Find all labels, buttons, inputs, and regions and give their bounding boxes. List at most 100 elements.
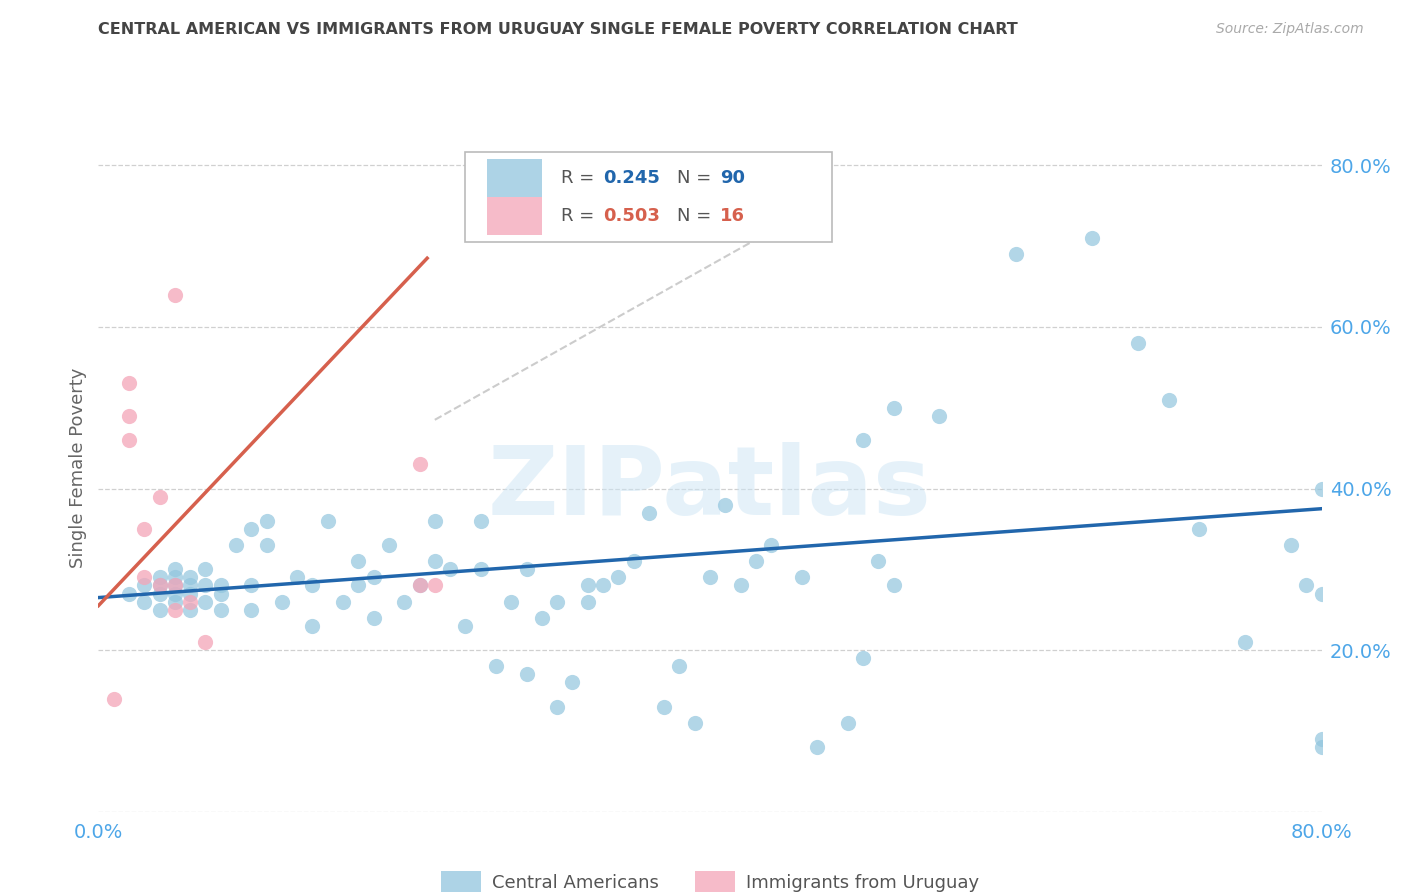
Point: [546, 699, 568, 714]
Point: [546, 594, 568, 608]
Point: [408, 578, 430, 592]
Point: [149, 603, 172, 617]
Point: [561, 675, 583, 690]
Point: [485, 659, 508, 673]
Point: [852, 651, 875, 665]
Point: [592, 578, 614, 592]
Point: [637, 506, 661, 520]
Text: R =: R =: [561, 169, 600, 186]
Point: [607, 570, 630, 584]
Point: [149, 490, 172, 504]
Point: [149, 578, 172, 592]
Point: [668, 659, 690, 673]
Point: [530, 611, 553, 625]
Point: [163, 578, 186, 592]
Point: [1310, 586, 1333, 600]
Point: [163, 570, 186, 584]
Point: [225, 538, 247, 552]
Point: [347, 578, 370, 592]
Point: [163, 578, 186, 592]
Bar: [488, 197, 543, 235]
Point: [408, 457, 430, 471]
Point: [256, 514, 278, 528]
Text: 0.245: 0.245: [603, 169, 661, 186]
Text: CENTRAL AMERICAN VS IMMIGRANTS FROM URUGUAY SINGLE FEMALE POVERTY CORRELATION CH: CENTRAL AMERICAN VS IMMIGRANTS FROM URUG…: [98, 22, 1018, 37]
Point: [576, 578, 599, 592]
Point: [1081, 231, 1104, 245]
Point: [301, 578, 323, 592]
Point: [179, 594, 201, 608]
Point: [423, 578, 446, 592]
Point: [1279, 538, 1302, 552]
Point: [270, 594, 292, 608]
Point: [347, 554, 370, 568]
Y-axis label: Single Female Poverty: Single Female Poverty: [69, 368, 87, 568]
Point: [1157, 392, 1180, 407]
Point: [285, 570, 308, 584]
Point: [1004, 247, 1026, 261]
Point: [576, 594, 599, 608]
Point: [1188, 522, 1211, 536]
Point: [392, 594, 416, 608]
Point: [179, 586, 201, 600]
Point: [454, 619, 477, 633]
Text: 16: 16: [720, 207, 745, 225]
Point: [256, 538, 278, 552]
Text: 90: 90: [720, 169, 745, 186]
Point: [423, 554, 446, 568]
Point: [516, 667, 538, 681]
Text: ZIPatlas: ZIPatlas: [488, 442, 932, 535]
Point: [745, 554, 768, 568]
Legend: Central Americans, Immigrants from Uruguay: Central Americans, Immigrants from Urugu…: [441, 871, 979, 892]
Point: [1310, 482, 1333, 496]
Point: [194, 635, 217, 649]
Text: N =: N =: [678, 169, 717, 186]
Point: [928, 409, 950, 423]
Point: [1310, 731, 1333, 746]
Point: [118, 586, 141, 600]
Point: [134, 578, 156, 592]
Point: [149, 586, 172, 600]
FancyBboxPatch shape: [465, 153, 832, 242]
Point: [163, 586, 186, 600]
Point: [883, 401, 905, 415]
Point: [134, 522, 156, 536]
Point: [1128, 336, 1150, 351]
Point: [134, 594, 156, 608]
Point: [163, 594, 186, 608]
Point: [209, 603, 232, 617]
Point: [363, 570, 385, 584]
Point: [301, 619, 323, 633]
Point: [423, 514, 446, 528]
Point: [470, 562, 492, 576]
Point: [730, 578, 752, 592]
Point: [163, 603, 186, 617]
Point: [470, 514, 492, 528]
Point: [316, 514, 339, 528]
Text: R =: R =: [561, 207, 600, 225]
Point: [179, 570, 201, 584]
Point: [179, 578, 201, 592]
Point: [209, 578, 232, 592]
Text: Source: ZipAtlas.com: Source: ZipAtlas.com: [1216, 22, 1364, 37]
Point: [1234, 635, 1257, 649]
Point: [837, 715, 859, 730]
Point: [194, 594, 217, 608]
Point: [806, 740, 828, 755]
Point: [149, 578, 172, 592]
Point: [1295, 578, 1317, 592]
Point: [194, 562, 217, 576]
Point: [652, 699, 675, 714]
Point: [868, 554, 890, 568]
Text: 0.503: 0.503: [603, 207, 661, 225]
Point: [103, 691, 125, 706]
Point: [883, 578, 905, 592]
Point: [209, 586, 232, 600]
Point: [118, 376, 141, 391]
Point: [699, 570, 721, 584]
Point: [240, 603, 263, 617]
Text: N =: N =: [678, 207, 717, 225]
Point: [163, 562, 186, 576]
Point: [852, 433, 875, 447]
Point: [714, 498, 737, 512]
